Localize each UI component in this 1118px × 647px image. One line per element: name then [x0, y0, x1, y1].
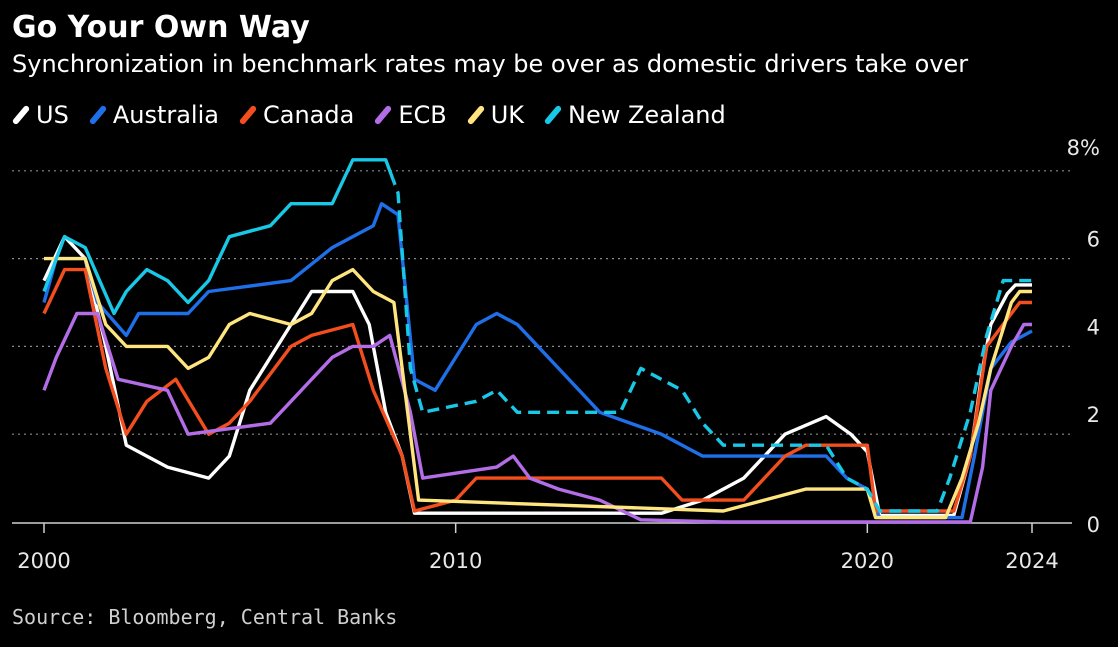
- series-new-zealand: [42, 158, 1032, 513]
- series-line-us: [42, 235, 1032, 518]
- chart-title: Go Your Own Way: [12, 10, 310, 45]
- series-line-canada: [42, 267, 1032, 513]
- series-line-ecb: [42, 311, 1032, 524]
- legend-label: Canada: [262, 101, 355, 129]
- legend-item-uk: UK: [466, 101, 525, 129]
- legend-item-ecb: ECB: [373, 101, 447, 129]
- chart-subtitle: Synchronization in benchmark rates may b…: [12, 50, 969, 78]
- series-australia: [42, 202, 1033, 520]
- series-us: [42, 235, 1032, 518]
- y-tick-label: 6: [1087, 228, 1100, 252]
- x-tick-label: 2020: [841, 549, 894, 573]
- y-tick-label: 2: [1087, 403, 1100, 427]
- series-line-australia: [42, 202, 1033, 520]
- x-tick-label: 2024: [1005, 549, 1058, 573]
- y-tick-label: 0: [1087, 513, 1100, 537]
- series-canada: [42, 267, 1032, 513]
- chart-source: Source: Bloomberg, Central Banks: [12, 605, 398, 629]
- series-line-new-zealand: [42, 158, 394, 316]
- y-tick-label: 8%: [1067, 136, 1100, 160]
- chart-legend: US Australia Canada ECB UK New Zealand: [11, 98, 746, 132]
- x-tick-label: 2010: [429, 549, 482, 573]
- legend-item-australia: Australia: [88, 101, 219, 129]
- y-tick-label: 4: [1087, 315, 1100, 339]
- legend-label: US: [36, 101, 69, 129]
- x-tick-label: 2000: [17, 549, 70, 573]
- legend-label: Australia: [112, 101, 219, 129]
- line-chart: 0 2 4 6 8% 2000 2010 2020 2024: [12, 136, 1100, 573]
- legend-item-new-zealand: New Zealand: [543, 101, 726, 129]
- legend-item-canada: Canada: [238, 101, 355, 129]
- series-uk: [44, 256, 1032, 520]
- series-line-dashed-new-zealand: [393, 176, 1032, 513]
- legend-label: ECB: [398, 101, 447, 129]
- series-ecb: [42, 311, 1032, 524]
- legend-label: New Zealand: [568, 101, 726, 129]
- legend-label: UK: [490, 101, 525, 129]
- series-line-uk: [44, 256, 1032, 520]
- legend-item-us: US: [11, 101, 69, 129]
